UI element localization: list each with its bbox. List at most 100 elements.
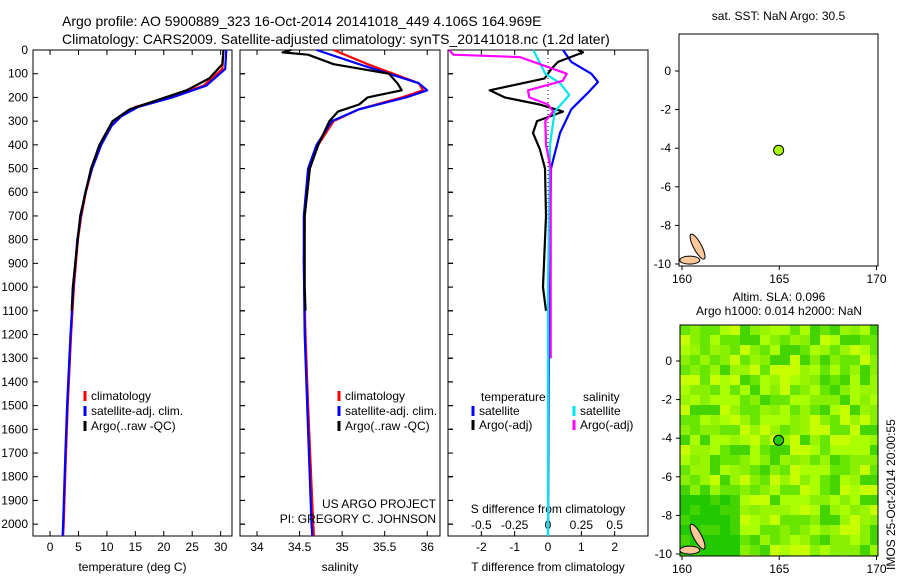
lon-tick-label: 170 (866, 272, 886, 286)
sla-cell (720, 415, 730, 425)
sla-cell (860, 335, 870, 345)
sla-cell (730, 375, 740, 385)
sla-cell (830, 325, 840, 335)
sla-cell (850, 545, 860, 555)
sla-cell (800, 455, 810, 465)
lat-tick-label: 0 (664, 64, 671, 78)
sla-cell (870, 455, 878, 465)
sla-cell (690, 495, 700, 505)
sla-cell (710, 375, 720, 385)
sla-cell (870, 345, 878, 355)
x-tick-label: 34.5 (288, 540, 312, 554)
sla-cell (830, 545, 840, 555)
sla-cell (710, 515, 720, 525)
sla-cell (720, 435, 730, 445)
sla-cell (740, 455, 750, 465)
sla-cell (770, 465, 780, 475)
series-line-argo-raw-qc- (70, 49, 225, 311)
sla-cell (830, 525, 840, 535)
sla-cell (750, 365, 760, 375)
sla-cell (790, 335, 800, 345)
sla-cell (840, 475, 850, 485)
y-tick-label: 700 (8, 209, 28, 223)
sla-cell (760, 385, 770, 395)
sla-cell (820, 375, 830, 385)
sla-cell (750, 465, 760, 475)
s-tick-label: 0.5 (606, 518, 623, 532)
sla-cell (770, 455, 780, 465)
sla-cell (840, 535, 850, 545)
sla-cell (820, 395, 830, 405)
legend-label: climatology (91, 389, 151, 403)
sla-cell (840, 375, 850, 385)
sla-cell (760, 365, 770, 375)
sla-cell (680, 345, 690, 355)
sla-cell (870, 535, 878, 545)
sla-cell (690, 385, 700, 395)
sla-cell (860, 395, 870, 405)
series-line-t-satellite (546, 49, 600, 537)
y-tick-label: 1300 (1, 351, 28, 365)
sla-cell (870, 545, 878, 555)
sla-cell (770, 395, 780, 405)
sla-cell (700, 325, 710, 335)
lon-tick-label: 170 (866, 562, 886, 576)
sla-cell (870, 485, 878, 495)
sla-cell (860, 415, 870, 425)
sla-cell (760, 505, 770, 515)
sla-cell (850, 485, 860, 495)
sla-cell (830, 345, 840, 355)
s-tick-label: -0.5 (471, 518, 492, 532)
series-line-s-argo-adj- (448, 49, 568, 359)
sla-cell (760, 325, 770, 335)
y-tick-label: 800 (8, 233, 28, 247)
sla-cell (740, 515, 750, 525)
y-tick-label: 600 (8, 185, 28, 199)
x-tick-label: 0 (47, 540, 54, 554)
sla-cell (680, 365, 690, 375)
sla-cell (760, 485, 770, 495)
sla-cell (720, 365, 730, 375)
sla-cell (740, 525, 750, 535)
sla-cell (840, 335, 850, 345)
sla-cell (760, 375, 770, 385)
sla-cell (750, 445, 760, 455)
sla-cell (730, 515, 740, 525)
sla-cell (710, 335, 720, 345)
sla-cell (830, 475, 840, 485)
sla-cell (730, 335, 740, 345)
sla-cell (720, 525, 730, 535)
sla-cell (700, 485, 710, 495)
sla-cell (810, 525, 820, 535)
x-tick-label: 5 (75, 540, 82, 554)
sla-cell (750, 545, 760, 555)
sla-cell (680, 535, 690, 545)
sla-cell (760, 395, 770, 405)
sla-cell (850, 455, 860, 465)
sla-cell (810, 425, 820, 435)
sla-cell (800, 355, 810, 365)
sla-cell (840, 405, 850, 415)
sla-cell (690, 475, 700, 485)
sla-cell (680, 415, 690, 425)
sla-cell (710, 345, 720, 355)
lat-tick-label: -10 (655, 547, 673, 561)
y-tick-label: 200 (8, 90, 28, 104)
sla-cell (750, 435, 760, 445)
sla-cell (780, 405, 790, 415)
sla-cell (750, 325, 760, 335)
sla-cell (860, 495, 870, 505)
sla-cell (750, 495, 760, 505)
sla-cell (770, 335, 780, 345)
sla-cell (830, 355, 840, 365)
sla-cell (770, 405, 780, 415)
sla-cell (680, 465, 690, 475)
sla-cell (740, 355, 750, 365)
sla-cell (850, 495, 860, 505)
sla-cell (800, 545, 810, 555)
sla-cell (870, 425, 878, 435)
sla-cell (740, 475, 750, 485)
sla-cell (730, 415, 740, 425)
sla-cell (850, 465, 860, 475)
sla-cell (780, 465, 790, 475)
